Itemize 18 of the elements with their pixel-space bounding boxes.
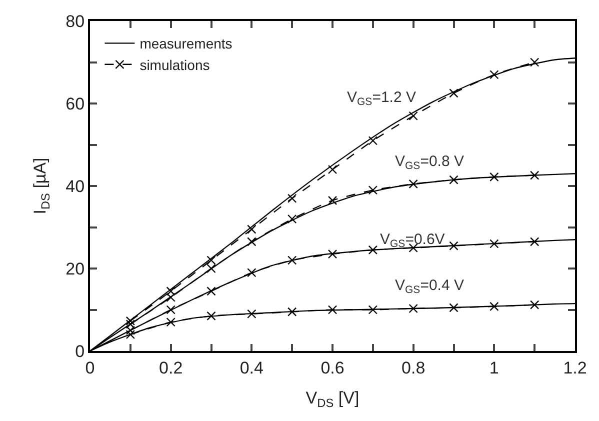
annotation: V$_{GS}$=1.2 V [347,89,416,108]
legend-label: simulations [140,56,210,73]
y-tick-label: 0 [75,342,85,361]
x-tick-label: 0.2 [159,358,183,378]
x-tick-label: 0.6 [320,358,344,378]
x-axis-title: V$_{DS}$ [V] [306,388,360,410]
y-tick-label: 80 [66,12,85,31]
y-tick-label: 20 [66,259,85,278]
y-tick-label: 40 [66,176,85,196]
annotation: V$_{GS}$=0.8 V [395,153,464,172]
x-tick-label: 1.2 [563,358,587,378]
legend-label: measurements [140,36,232,52]
annotation: V$_{GS}$=0.4 V [395,277,464,296]
annotation: V$_{GS}$=0.6V [380,231,445,250]
x-tick-label: 0.4 [240,358,264,378]
y-tick-label: 60 [66,94,85,114]
x-tick-label: 1 [489,358,499,378]
x-tick-label: 0.8 [402,358,426,378]
